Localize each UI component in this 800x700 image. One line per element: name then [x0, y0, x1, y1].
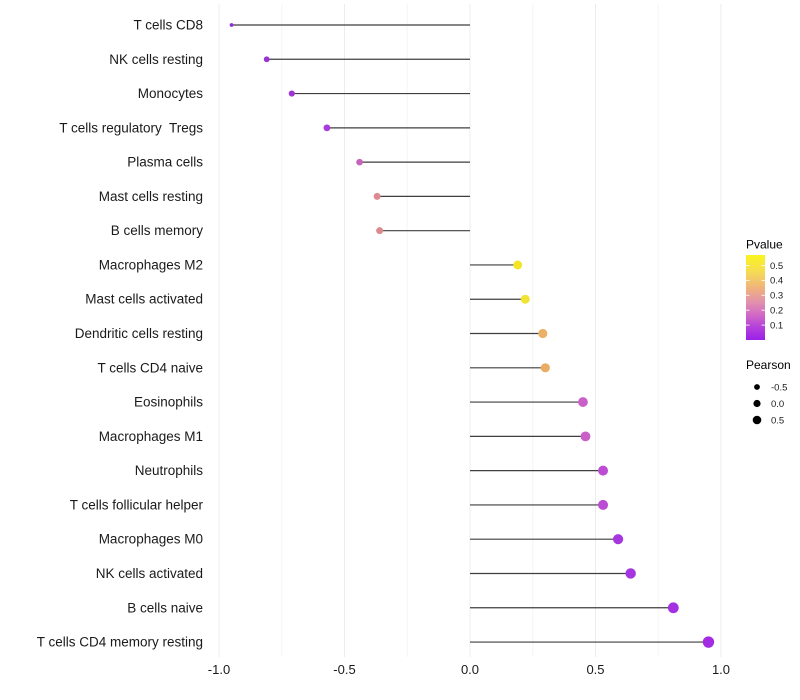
- pearson-legend-dot: [753, 399, 761, 408]
- x-axis-tick-label: -0.5: [333, 662, 355, 677]
- y-axis-label-plasma-cells: Plasma cells: [127, 155, 203, 170]
- lollipop-dot-t-cells-regulatory-tregs: [323, 124, 331, 132]
- lollipop-dot-t-cells-follicular-helper: [598, 499, 609, 510]
- lollipop-dot-t-cells-cd4-memory-resting: [702, 636, 715, 648]
- pvalue-tick-label: 0.3: [770, 291, 783, 302]
- lollipop-dot-macrophages-m0: [612, 534, 624, 545]
- y-axis-label-eosinophils: Eosinophils: [134, 395, 203, 410]
- pearson-legend-label: 0.0: [771, 399, 784, 410]
- y-axis-label-t-cells-cd4-naive: T cells CD4 naive: [97, 360, 203, 375]
- dot-layer: [229, 23, 715, 648]
- y-axis-label-monocytes: Monocytes: [138, 86, 204, 101]
- pearson-legend-label: -0.5: [771, 382, 787, 393]
- y-axis-label-t-cells-cd4-memory-resting: T cells CD4 memory resting: [37, 635, 203, 650]
- pvalue-tick-label: 0.4: [770, 276, 783, 287]
- y-axis-label-t-cells-follicular-helper: T cells follicular helper: [70, 497, 204, 512]
- lollipop-dot-nk-cells-activated: [625, 568, 636, 579]
- lollipop-dot-macrophages-m1: [580, 431, 591, 442]
- lollipop-dot-nk-cells-resting: [263, 56, 270, 63]
- pvalue-colorbar: [746, 255, 765, 340]
- pearson-legend-title: Pearson: [746, 358, 791, 372]
- x-axis-tick-label: 0.0: [461, 662, 479, 677]
- lollipop-dot-dendritic-cells-resting: [538, 328, 548, 339]
- x-axis-tick-label: 0.5: [586, 662, 604, 677]
- lollipop-dot-mast-cells-activated: [520, 294, 530, 304]
- y-axis-label-mast-cells-resting: Mast cells resting: [99, 189, 203, 204]
- grid-layer: [218, 4, 722, 657]
- y-axis-label-nk-cells-activated: NK cells activated: [96, 566, 203, 581]
- y-axis-label-dendritic-cells-resting: Dendritic cells resting: [75, 326, 203, 341]
- y-axis-label-macrophages-m2: Macrophages M2: [99, 257, 203, 272]
- pearson-legend-dot: [754, 384, 760, 390]
- lollipop-dot-t-cells-cd8: [229, 23, 234, 27]
- lollipop-dot-plasma-cells: [356, 158, 363, 166]
- lollipop-dot-macrophages-m2: [513, 260, 523, 270]
- pearson-legend-dot: [752, 415, 762, 425]
- pvalue-legend-title: Pvalue: [746, 238, 783, 252]
- axis-layer: T cells CD8 NK cells resting Monocytes T ce…: [37, 18, 730, 678]
- y-axis-label-b-cells-memory: B cells memory: [111, 223, 204, 238]
- pvalue-tick-label: 0.1: [770, 320, 783, 331]
- pvalue-tick-label: 0.2: [770, 305, 783, 316]
- lollipop-dot-monocytes: [288, 90, 295, 97]
- y-axis-label-mast-cells-activated: Mast cells activated: [85, 292, 203, 307]
- y-axis-label-macrophages-m0: Macrophages M0: [99, 532, 203, 547]
- legend-layer: 0.5 0.4 0.3 0.2 0.1 -0.5 0.0 0.5: [746, 255, 787, 426]
- lollipop-dot-t-cells-cd4-naive: [540, 363, 550, 373]
- pvalue-tick-label: 0.5: [770, 261, 783, 272]
- lollipop-dot-eosinophils: [578, 397, 588, 407]
- y-axis-label-t-cells-cd8: T cells CD8: [133, 18, 203, 33]
- lollipop-dot-b-cells-naive: [667, 602, 679, 614]
- y-axis-label-nk-cells-resting: NK cells resting: [109, 52, 203, 67]
- lollipop-dot-mast-cells-resting: [373, 192, 381, 200]
- lollipop-dot-neutrophils: [598, 465, 609, 476]
- pearson-legend-label: 0.5: [771, 415, 784, 426]
- y-axis-label-t-cells-regulatory-tregs: T cells regulatory Tregs: [59, 120, 203, 135]
- y-axis-label-neutrophils: Neutrophils: [135, 463, 204, 478]
- y-axis-label-macrophages-m1: Macrophages M1: [99, 429, 203, 444]
- y-axis-label-b-cells-naive: B cells naive: [127, 600, 203, 615]
- lollipop-dot-b-cells-memory: [376, 227, 384, 235]
- stem-layer: [231, 24, 709, 643]
- x-axis-tick-label: -1.0: [208, 662, 230, 677]
- x-axis-tick-label: 1.0: [712, 662, 730, 677]
